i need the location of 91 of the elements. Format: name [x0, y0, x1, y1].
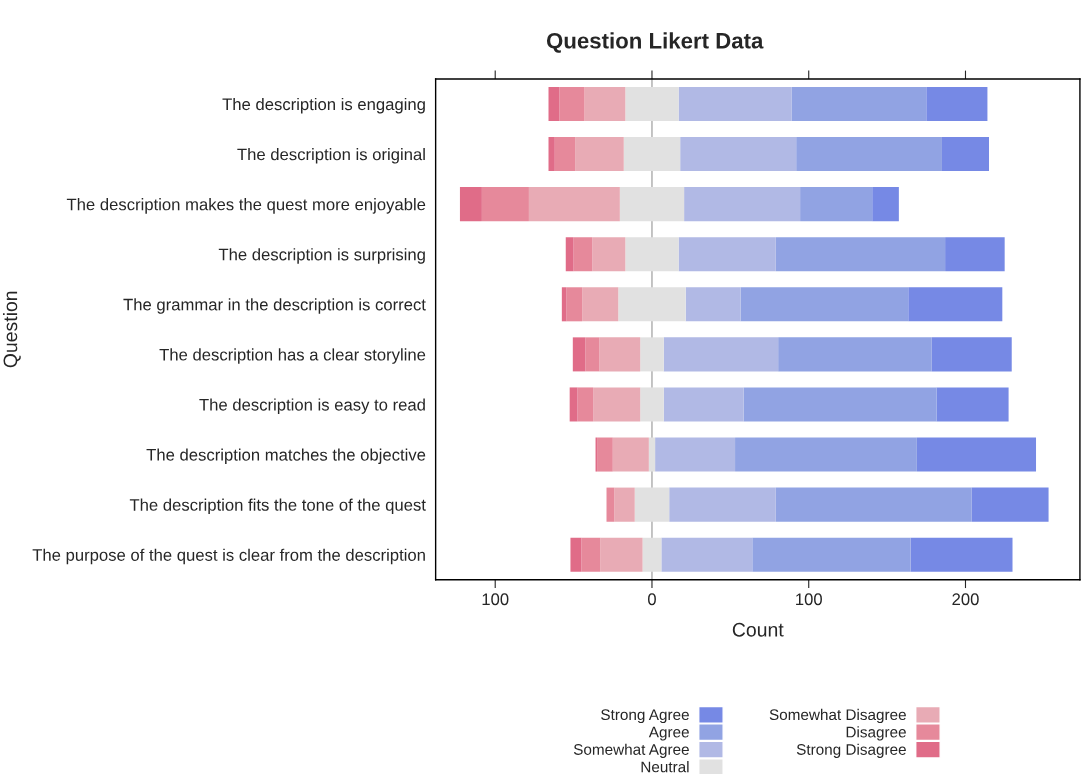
bar	[481, 187, 529, 222]
bar	[575, 137, 624, 172]
bar	[663, 387, 744, 422]
bar	[459, 187, 482, 222]
bar	[800, 187, 873, 222]
y-tick-label: The description is original	[237, 148, 425, 164]
y-tick-label: The description is surprising	[218, 248, 425, 264]
legend-label: Agree	[648, 726, 689, 741]
bar	[634, 487, 670, 522]
y-tick-label: The description makes the quest more enjoyable	[66, 198, 426, 214]
legend-label: Disagree	[846, 726, 906, 741]
bar	[640, 387, 664, 422]
bar	[778, 337, 932, 372]
bar	[669, 487, 776, 522]
y-tick-label: The description is easy to read	[199, 398, 425, 414]
y-tick-label: The purpose of the quest is clear from the description	[32, 548, 425, 565]
bar	[592, 237, 626, 272]
bar	[684, 187, 801, 222]
legend-label: Neutral	[641, 761, 689, 773]
bar	[577, 387, 594, 422]
bar	[971, 487, 1049, 522]
bar	[559, 86, 585, 122]
bar	[625, 237, 679, 272]
bar	[582, 287, 619, 322]
bar	[572, 337, 586, 372]
bar	[678, 237, 776, 272]
bar	[685, 287, 741, 322]
bar	[573, 237, 593, 272]
x-tick-label: 100	[796, 593, 822, 606]
bar	[614, 487, 635, 522]
bar	[680, 137, 797, 172]
bar	[584, 86, 626, 122]
bar	[872, 187, 899, 222]
x-tick-label: 100	[482, 593, 509, 606]
bar	[678, 86, 792, 122]
bar	[916, 437, 1037, 472]
bar	[775, 487, 972, 522]
bar	[600, 537, 643, 572]
bar	[945, 237, 1005, 272]
bar	[663, 337, 779, 372]
bar	[548, 137, 555, 172]
bar	[548, 86, 560, 122]
legend-label: Somewhat Agree	[573, 743, 689, 758]
legend-label: Strong Agree	[601, 709, 689, 724]
bar	[581, 537, 601, 572]
bar	[740, 287, 909, 322]
bar	[618, 287, 686, 322]
bar	[554, 137, 576, 172]
bar	[752, 537, 911, 572]
bar	[642, 537, 662, 572]
bar	[612, 437, 649, 472]
x-tick-label: 0	[647, 593, 656, 606]
bar	[585, 337, 600, 372]
bar	[791, 86, 927, 122]
legend-label: Somewhat Disagree	[769, 708, 906, 724]
legend-label: Strong Disagree	[796, 743, 906, 758]
bar	[569, 387, 578, 422]
chart-title: Question Likert Data	[546, 32, 764, 53]
bar	[570, 537, 582, 572]
bar	[566, 287, 583, 322]
bar	[597, 437, 613, 472]
bar	[599, 337, 641, 372]
bar	[910, 537, 1013, 572]
bar	[640, 337, 664, 372]
bar	[593, 387, 641, 422]
bar	[926, 86, 988, 122]
bar	[936, 387, 1009, 422]
bar	[561, 287, 567, 322]
y-tick-label: The description fits the tone of the quest	[129, 498, 426, 515]
bar	[775, 237, 946, 272]
bar	[623, 137, 681, 172]
y-axis-title: Question	[2, 291, 21, 368]
bar	[661, 537, 753, 572]
bar	[625, 86, 679, 122]
x-tick-label: 200	[952, 593, 979, 606]
y-tick-label: The description is engaging	[222, 97, 425, 114]
bar	[908, 287, 1003, 322]
bar	[931, 337, 1012, 372]
bar	[941, 137, 989, 172]
y-tick-label: The description matches the objective	[146, 448, 426, 465]
x-axis-title: Count	[732, 622, 784, 637]
y-tick-label: The grammar in the description is correct	[123, 298, 426, 314]
y-tick-label: The description has a clear storyline	[159, 348, 426, 364]
bar	[619, 187, 685, 222]
bar	[655, 437, 736, 472]
bar	[735, 437, 917, 472]
bar	[565, 237, 574, 272]
bar	[743, 387, 937, 422]
bar	[648, 437, 656, 472]
bar	[528, 187, 620, 222]
bar	[796, 137, 942, 172]
